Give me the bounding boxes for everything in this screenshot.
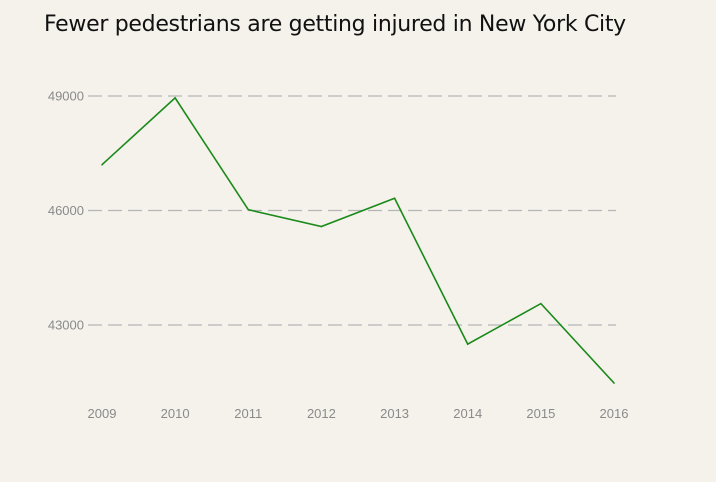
y-tick-label: 46000 <box>48 203 84 218</box>
x-tick-label: 2010 <box>161 406 190 421</box>
series-line-0 <box>101 96 615 384</box>
data-point-2013 <box>393 197 396 200</box>
x-tick-label: 2016 <box>600 406 629 421</box>
data-point-2009 <box>101 163 103 166</box>
x-tick-label: 2009 <box>88 406 117 421</box>
data-point-2014 <box>466 343 469 345</box>
data-point-2012 <box>320 225 323 228</box>
y-tick-label: 49000 <box>48 89 84 104</box>
x-tick-label: 2014 <box>453 406 482 421</box>
chart-title: Fewer pedestrians are getting injured in… <box>44 12 626 37</box>
x-axis-ticks: 2009 2010 2011 2012 2013 2014 2015 2016 <box>88 406 629 421</box>
x-tick-label: 2012 <box>307 406 336 421</box>
data-point-2016 <box>613 382 615 384</box>
y-axis-ticks: 43000 46000 49000 <box>48 89 84 333</box>
x-tick-label: 2013 <box>380 406 409 421</box>
data-point-2015 <box>540 302 542 305</box>
gridlines <box>88 95 616 326</box>
data-point-2010 <box>174 97 176 99</box>
series-layer <box>101 96 615 384</box>
data-point-2011 <box>247 208 250 211</box>
y-tick-label: 43000 <box>48 318 84 333</box>
x-tick-label: 2015 <box>526 406 555 421</box>
x-tick-label: 2011 <box>234 406 262 421</box>
